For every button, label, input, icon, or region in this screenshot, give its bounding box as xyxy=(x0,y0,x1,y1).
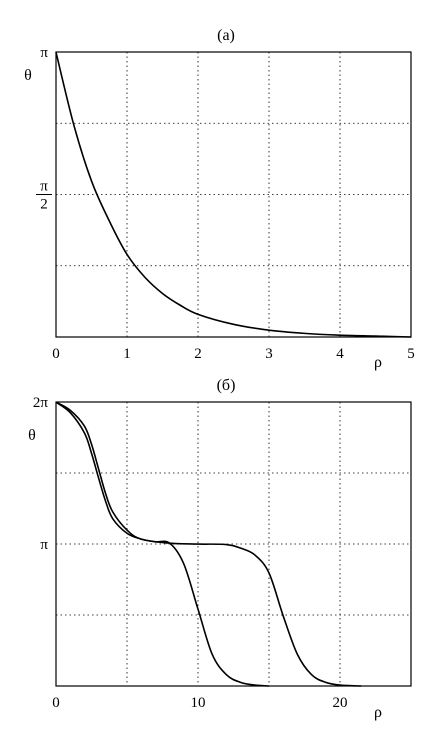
chart-b-xtick-label: 0 xyxy=(52,695,60,711)
chart-a-xtick-label: 1 xyxy=(123,346,131,362)
chart-panel-b: (б) θ ρ 0 10 20 2π π xyxy=(28,377,412,721)
chart-b-plot-frame xyxy=(55,401,412,687)
chart-a-xtick-label: 3 xyxy=(265,346,273,362)
chart-b-ylabel: θ xyxy=(28,427,36,444)
chart-a-xlabel: ρ xyxy=(374,354,382,371)
chart-b-xtick-label: 10 xyxy=(191,695,206,711)
chart-b-xlabel: ρ xyxy=(374,704,382,721)
chart-a-ytick-numerator: π xyxy=(40,178,48,194)
chart-b-ytick-label: 2π xyxy=(33,395,49,411)
chart-a-ytick-label: π xyxy=(40,45,48,61)
chart-a-ytick-fraction: π2 xyxy=(36,178,52,212)
chart-b-title: (б) xyxy=(217,377,236,394)
chart-a-ytick-denominator: 2 xyxy=(40,196,48,212)
chart-a-ylabel: θ xyxy=(24,67,32,84)
chart-a-title: (а) xyxy=(217,27,235,44)
chart-a-xtick-label: 0 xyxy=(52,346,60,362)
chart-a-xtick-label: 2 xyxy=(194,346,202,362)
chart-b-ytick-label: π xyxy=(40,537,48,553)
chart-b-series-line-2 xyxy=(55,401,362,687)
chart-a-xtick-label: 4 xyxy=(336,346,344,362)
chart-a-plot-frame xyxy=(55,51,412,338)
chart-b-xtick-label: 20 xyxy=(333,695,348,711)
chart-a-series-line-1 xyxy=(55,51,412,338)
chart-a-xtick-label: 5 xyxy=(407,346,415,362)
